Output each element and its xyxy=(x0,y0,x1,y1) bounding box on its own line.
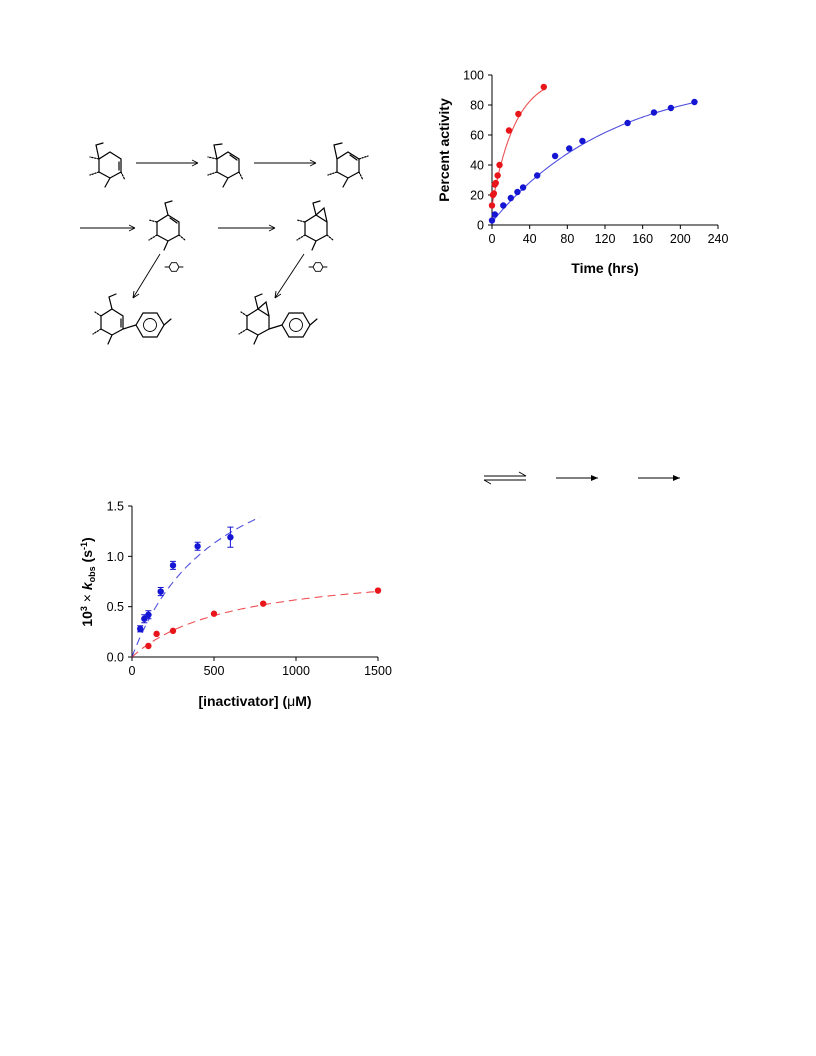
chart1-y-tick-label: 100 xyxy=(463,69,484,83)
reaction-scheme xyxy=(80,142,369,345)
chart2-axes xyxy=(131,506,378,658)
chart2-point-s2 xyxy=(210,610,218,617)
chart1-point-s2 xyxy=(500,202,507,209)
chart1-x-tick-label: 240 xyxy=(708,232,729,246)
chart2-point-s1 xyxy=(157,588,164,595)
chart2-y-tick-label: 1.0 xyxy=(107,550,124,564)
chart1-fit-line-1 xyxy=(491,88,544,206)
chart2-y-tick-label: 0.0 xyxy=(107,651,124,665)
benzene-reagent-left xyxy=(164,262,184,272)
kinetic-scheme xyxy=(483,471,680,485)
chart1-point-s1 xyxy=(488,202,496,209)
chart1-points xyxy=(488,83,698,224)
chart1-point-s2 xyxy=(514,188,521,196)
chart1-point-s1 xyxy=(515,110,522,118)
chart1-y-ticks: 0 20 40 60 80 100 xyxy=(463,69,492,233)
chart1-point-s2 xyxy=(488,217,496,224)
chart2-x-tick-label: 1500 xyxy=(364,664,392,678)
chart2-x-ticks: 0 500 1000 1500 xyxy=(129,657,392,678)
chart1-y-tick-label: 60 xyxy=(470,129,484,143)
chart2-point-s2 xyxy=(260,600,267,607)
chart1-x-tick-label: 120 xyxy=(595,232,616,246)
chart1-x-ticks: 0 40 80 120 160 200 240 xyxy=(489,225,729,246)
chart2-point-s2 xyxy=(145,642,152,650)
chart1-point-s2 xyxy=(551,152,559,160)
chart2-y-axis-label: 103 × kobs (s-1) xyxy=(79,537,97,626)
chart1-x-tick-label: 0 xyxy=(489,232,496,246)
aryl-bicyclic-product xyxy=(238,293,318,345)
chart1-point-s1 xyxy=(496,161,503,169)
chart2-x-axis-label: [inactivator] (μM) xyxy=(198,693,311,709)
chart1-x-tick-label: 200 xyxy=(670,232,691,246)
chart2-point-s2 xyxy=(169,627,177,635)
chart1-y-tick-label: 40 xyxy=(470,159,484,173)
chart1-point-s2 xyxy=(491,211,499,218)
chart1-y-tick-label: 20 xyxy=(470,189,484,203)
cyclohexene-ring-1 xyxy=(89,142,126,188)
chart1-y-axis-label: Percent activity xyxy=(436,98,452,202)
chart2-point-s2 xyxy=(374,587,382,594)
chart2-points xyxy=(137,526,382,650)
cyclohexene-ring-4 xyxy=(148,200,186,251)
chart1-point-s2 xyxy=(579,137,586,145)
chart2-point-s1 xyxy=(145,611,152,618)
chart1-point-s1 xyxy=(492,179,499,187)
chart2-point-s1 xyxy=(169,562,177,569)
aryl-cyclohexene-product xyxy=(92,293,172,345)
forward-arrow-1 xyxy=(556,475,598,481)
chart1-point-s2 xyxy=(624,119,631,127)
chart1-fit-line-2 xyxy=(491,101,695,223)
cyclohexene-ring-3 xyxy=(327,142,369,188)
chart2-y-ticks: 0.0 0.5 1.0 1.5 xyxy=(107,500,132,665)
chart2-point-s1 xyxy=(194,543,201,550)
chart2-x-tick-label: 1000 xyxy=(282,664,310,678)
chart1-point-s2 xyxy=(566,145,573,152)
chart1-point-s1 xyxy=(490,190,498,197)
chart1-y-tick-label: 80 xyxy=(470,99,484,113)
chart2-fit-curves xyxy=(131,516,379,658)
chart1-x-tick-label: 160 xyxy=(632,232,653,246)
chart1-x-axis-label: Time (hrs) xyxy=(571,260,638,276)
activity-time-chart: 0 40 80 120 160 200 240 0 20 40 60 80 100 Time (hrs… xyxy=(436,69,728,277)
chart2-point-s1 xyxy=(137,625,144,633)
chart2-y-tick-label: 0.5 xyxy=(107,600,124,614)
chart2-point-s1 xyxy=(141,615,148,622)
cyclohexene-ring-2 xyxy=(207,143,244,188)
chart1-x-tick-label: 40 xyxy=(523,232,537,246)
chart1-point-s1 xyxy=(505,127,513,134)
chart1-point-s2 xyxy=(691,98,698,106)
benzene-reagent-right xyxy=(308,262,328,272)
chart2-x-tick-label: 0 xyxy=(129,664,136,678)
chart2-fit-line-1 xyxy=(131,516,261,658)
chart1-point-s2 xyxy=(534,172,541,179)
chart2-fit-line-2 xyxy=(131,590,379,658)
chart1-point-s1 xyxy=(540,83,547,91)
chart2-point-s2 xyxy=(153,630,160,638)
chart1-y-tick-label: 0 xyxy=(477,219,484,233)
chart1-x-tick-label: 80 xyxy=(560,232,574,246)
chart1-point-s2 xyxy=(667,104,675,112)
chart1-point-s1 xyxy=(494,172,501,179)
chart2-y-tick-label: 1.5 xyxy=(107,500,124,514)
cyclopropane-fused-ring xyxy=(296,200,334,251)
chart1-point-s2 xyxy=(650,109,658,116)
forward-arrow-2 xyxy=(638,475,680,481)
chart1-axes xyxy=(491,75,718,226)
chart1-point-s2 xyxy=(519,184,527,191)
chart1-fit-curves xyxy=(491,88,695,223)
equilibrium-arrow xyxy=(483,471,527,485)
chart2-x-tick-label: 500 xyxy=(204,664,225,678)
chart2-point-s1 xyxy=(227,534,234,541)
chart1-point-s2 xyxy=(507,194,515,202)
kobs-inactivator-chart: 0 500 1000 1500 0.0 0.5 1.0 1.5 [inactivator] … xyxy=(79,500,392,710)
